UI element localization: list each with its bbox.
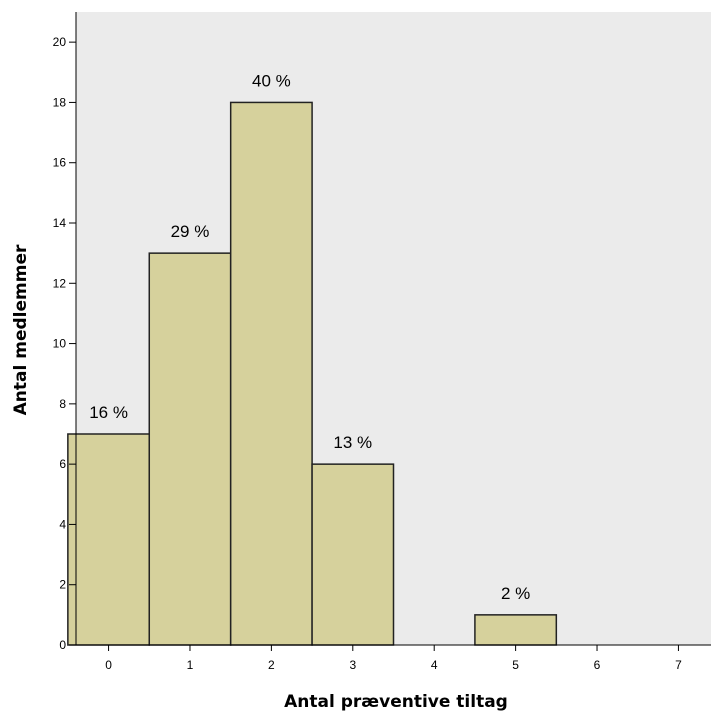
x-tick-label-5: 5 — [512, 658, 519, 672]
bars-layer — [67, 101, 558, 646]
y-axis-title: Antal medlemmer — [11, 244, 31, 415]
bar-1 — [148, 252, 232, 646]
x-tick-label-1: 1 — [187, 658, 194, 672]
x-tick-label-4: 4 — [431, 658, 438, 672]
y-tick-label-18: 18 — [53, 95, 67, 109]
bar-0 — [67, 433, 151, 646]
y-tick-label-20: 20 — [53, 35, 67, 49]
bar-label-1: 29 % — [171, 222, 210, 241]
x-tick-label-6: 6 — [594, 658, 601, 672]
y-tick-label-16: 16 — [53, 156, 67, 170]
x-tick-label-7: 7 — [675, 658, 682, 672]
bar-label-2: 40 % — [252, 71, 291, 90]
x-tick-label-3: 3 — [349, 658, 356, 672]
bar-label-3: 13 % — [333, 433, 372, 452]
x-axis-title: Antal præventive tiltag — [284, 692, 508, 712]
y-tick-label-2: 2 — [59, 578, 66, 592]
y-tick-label-0: 0 — [59, 638, 66, 652]
labels-layer: 16 % 29 % 40 % 13 % 2 % — [89, 71, 530, 602]
bar-3 — [311, 463, 395, 646]
y-tick-label-10: 10 — [53, 337, 67, 351]
y-tick-label-4: 4 — [59, 517, 66, 531]
x-tick-label-0: 0 — [105, 658, 112, 672]
y-tick-label-8: 8 — [59, 397, 66, 411]
y-tick-label-12: 12 — [53, 276, 67, 290]
bar-5 — [474, 614, 558, 646]
bar-label-0: 16 % — [89, 403, 128, 422]
y-tick-label-6: 6 — [59, 457, 66, 471]
y-tick-label-14: 14 — [53, 216, 67, 230]
x-tick-label-2: 2 — [268, 658, 275, 672]
bar-2 — [229, 101, 313, 646]
bar-label-5: 2 % — [501, 584, 530, 603]
